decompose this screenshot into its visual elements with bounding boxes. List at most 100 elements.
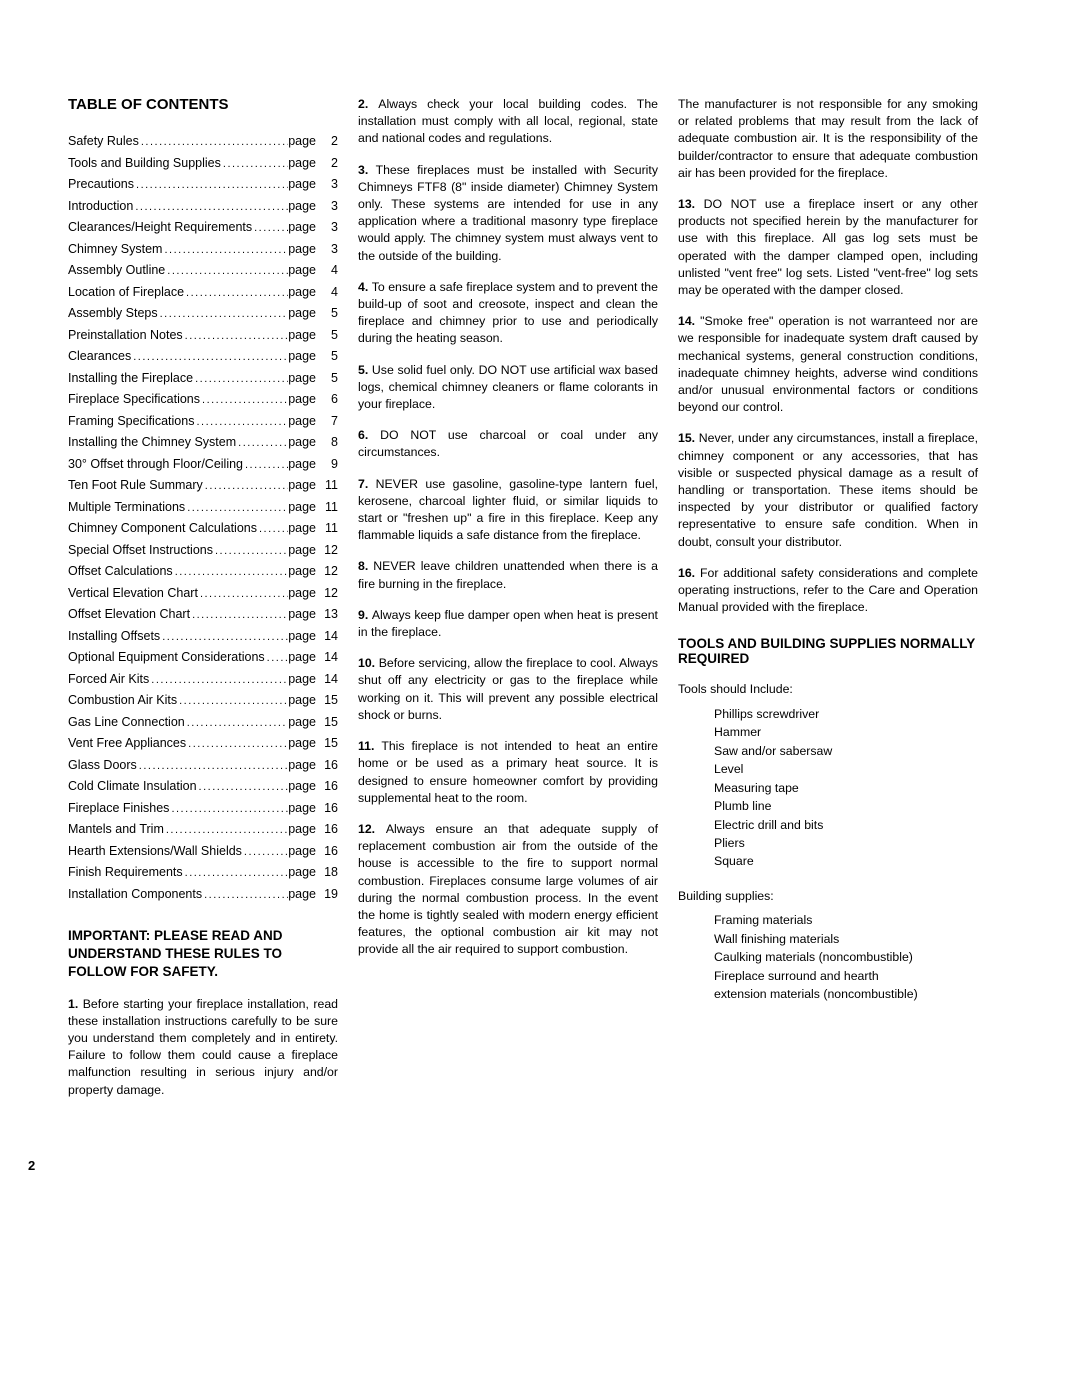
tool-item: Square bbox=[714, 852, 978, 870]
toc-page-word: page bbox=[288, 497, 322, 518]
toc-list: Safety Rules ...........................… bbox=[68, 131, 338, 905]
rule-text: Before servicing, allow the fireplace to… bbox=[358, 656, 658, 722]
toc-page-word: page bbox=[288, 475, 322, 496]
toc-row: Vent Free Appliances ...................… bbox=[68, 733, 338, 755]
toc-page-num: 15 bbox=[322, 733, 338, 754]
column-1: TABLE OF CONTENTS Safety Rules .........… bbox=[68, 96, 338, 1113]
rule-text: These fireplaces must be installed with … bbox=[358, 163, 658, 263]
toc-label: Installing the Chimney System bbox=[68, 432, 236, 453]
toc-page-num: 12 bbox=[322, 583, 338, 604]
toc-label: Special Offset Instructions bbox=[68, 540, 213, 561]
toc-label: Combustion Air Kits bbox=[68, 690, 177, 711]
rule-paragraph: 7. NEVER use gasoline, gasoline-type lan… bbox=[358, 476, 658, 545]
toc-dots: ........................................… bbox=[198, 584, 288, 605]
toc-page-num: 3 bbox=[322, 174, 338, 195]
toc-row: Clearances/Height Requirements .........… bbox=[68, 217, 338, 239]
toc-page-num: 16 bbox=[322, 755, 338, 776]
toc-label: Vent Free Appliances bbox=[68, 733, 186, 754]
toc-label: Gas Line Connection bbox=[68, 712, 185, 733]
supply-item: extension materials (noncombustible) bbox=[714, 985, 978, 1003]
toc-label: Assembly Outline bbox=[68, 260, 165, 281]
rule-number: 3. bbox=[358, 163, 376, 177]
supplies-intro: Building supplies: bbox=[678, 887, 978, 905]
toc-page-word: page bbox=[288, 884, 322, 905]
rule-text: "Smoke free" operation is not warranteed… bbox=[678, 314, 978, 414]
toc-row: Multiple Terminations ..................… bbox=[68, 497, 338, 519]
toc-dots: ........................................… bbox=[213, 541, 288, 562]
toc-label: Installing the Fireplace bbox=[68, 368, 193, 389]
rule-text: For additional safety considerations and… bbox=[678, 566, 978, 614]
toc-page-word: page bbox=[288, 841, 322, 862]
supply-item: Framing materials bbox=[714, 911, 978, 929]
rules-col1: 1. Before starting your fireplace instal… bbox=[68, 996, 338, 1099]
toc-page-num: 7 bbox=[322, 411, 338, 432]
rule-paragraph: The manufacturer is not responsible for … bbox=[678, 96, 978, 182]
column-3: The manufacturer is not responsible for … bbox=[678, 96, 978, 1113]
rule-number: 9. bbox=[358, 608, 372, 622]
toc-label: Glass Doors bbox=[68, 755, 137, 776]
toc-page-num: 5 bbox=[322, 346, 338, 367]
toc-row: Framing Specifications .................… bbox=[68, 411, 338, 433]
toc-label: Multiple Terminations bbox=[68, 497, 185, 518]
toc-dots: ........................................… bbox=[131, 347, 288, 368]
rule-number: 7. bbox=[358, 477, 376, 491]
rule-number: 5. bbox=[358, 363, 372, 377]
toc-dots: ........................................… bbox=[133, 197, 288, 218]
toc-label: Vertical Elevation Chart bbox=[68, 583, 198, 604]
supplies-list: Framing materialsWall finishing material… bbox=[678, 911, 978, 1003]
tool-item: Pliers bbox=[714, 834, 978, 852]
rule-number: 1. bbox=[68, 997, 83, 1011]
toc-dots: ........................................… bbox=[183, 326, 289, 347]
toc-label: Chimney System bbox=[68, 239, 162, 260]
toc-page-word: page bbox=[288, 411, 322, 432]
rule-number: 14. bbox=[678, 314, 700, 328]
toc-page-word: page bbox=[288, 131, 322, 152]
toc-page-word: page bbox=[288, 561, 322, 582]
rule-text: Always ensure an that adequate supply of… bbox=[358, 822, 658, 956]
toc-label: 30° Offset through Floor/Ceiling bbox=[68, 454, 243, 475]
toc-page-word: page bbox=[288, 647, 322, 668]
toc-dots: ........................................… bbox=[169, 799, 288, 820]
toc-label: Offset Calculations bbox=[68, 561, 173, 582]
rule-number: 8. bbox=[358, 559, 373, 573]
toc-row: Installing the Chimney System ..........… bbox=[68, 432, 338, 454]
toc-row: Offset Elevation Chart .................… bbox=[68, 604, 338, 626]
toc-dots: ........................................… bbox=[265, 648, 289, 669]
toc-row: Installing the Fireplace ...............… bbox=[68, 368, 338, 390]
toc-page-word: page bbox=[288, 217, 322, 238]
rule-paragraph: 13. DO NOT use a fireplace insert or any… bbox=[678, 196, 978, 299]
rules-col3: The manufacturer is not responsible for … bbox=[678, 96, 978, 616]
toc-label: Mantels and Trim bbox=[68, 819, 164, 840]
toc-page-num: 5 bbox=[322, 325, 338, 346]
toc-row: Chimney System .........................… bbox=[68, 239, 338, 261]
rule-text: Always check your local building codes. … bbox=[358, 97, 658, 145]
rule-text: DO NOT use a fireplace insert or any oth… bbox=[678, 197, 978, 297]
toc-page-word: page bbox=[288, 174, 322, 195]
toc-page-num: 15 bbox=[322, 690, 338, 711]
toc-label: Location of Fireplace bbox=[68, 282, 184, 303]
toc-page-num: 3 bbox=[322, 239, 338, 260]
toc-label: Introduction bbox=[68, 196, 133, 217]
toc-dots: ........................................… bbox=[194, 412, 288, 433]
toc-page-word: page bbox=[288, 540, 322, 561]
toc-row: Mantels and Trim .......................… bbox=[68, 819, 338, 841]
toc-label: Clearances/Height Requirements bbox=[68, 217, 252, 238]
toc-dots: ........................................… bbox=[162, 240, 288, 261]
toc-row: Combustion Air Kits ....................… bbox=[68, 690, 338, 712]
toc-page-num: 18 bbox=[322, 862, 338, 883]
tool-item: Plumb line bbox=[714, 797, 978, 815]
toc-page-word: page bbox=[288, 712, 322, 733]
toc-label: Precautions bbox=[68, 174, 134, 195]
toc-page-num: 11 bbox=[322, 475, 338, 496]
toc-label: Ten Foot Rule Summary bbox=[68, 475, 203, 496]
toc-page-word: page bbox=[288, 798, 322, 819]
rule-paragraph: 12. Always ensure an that adequate suppl… bbox=[358, 821, 658, 959]
tool-item: Measuring tape bbox=[714, 779, 978, 797]
toc-label: Fireplace Specifications bbox=[68, 389, 200, 410]
toc-page-num: 4 bbox=[322, 282, 338, 303]
toc-page-num: 12 bbox=[322, 561, 338, 582]
toc-page-word: page bbox=[288, 432, 322, 453]
toc-page-num: 16 bbox=[322, 819, 338, 840]
toc-row: Gas Line Connection ....................… bbox=[68, 712, 338, 734]
tools-intro: Tools should Include: bbox=[678, 680, 978, 698]
